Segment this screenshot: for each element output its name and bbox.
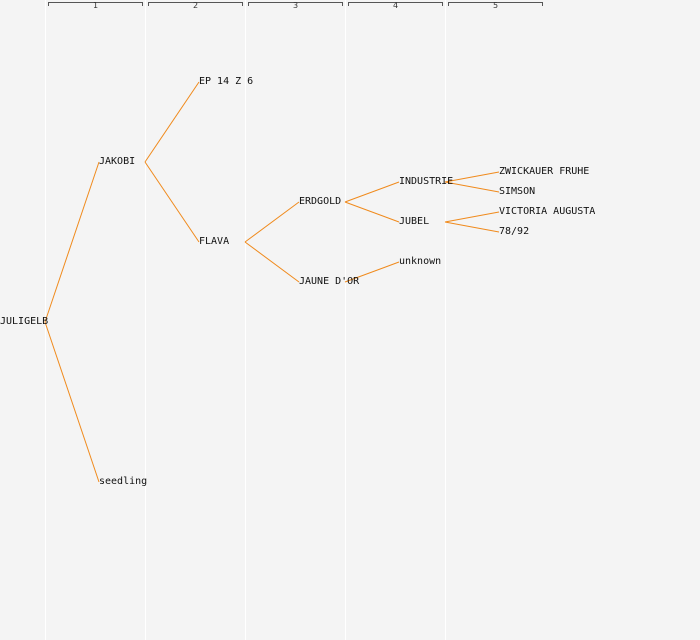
- generation-separator: [145, 0, 146, 640]
- generation-number: 4: [392, 1, 399, 10]
- generation-number: 5: [492, 1, 499, 10]
- generation-separator: [345, 0, 346, 640]
- node-simson[interactable]: SIMSON: [499, 186, 536, 197]
- generation-separator: [245, 0, 246, 640]
- node-erdgold[interactable]: ERDGOLD: [299, 196, 342, 207]
- node-unknown[interactable]: unknown: [399, 256, 442, 267]
- generation-number: 3: [292, 1, 299, 10]
- pedigree-edge: [344, 201, 400, 223]
- node-jakobi[interactable]: JAKOBI: [99, 156, 136, 167]
- generation-bracket: [148, 2, 243, 6]
- generation-bracket: [448, 2, 543, 6]
- pedigree-edge: [144, 81, 200, 163]
- node-zwickauer-fruhe[interactable]: ZWICKAUER FRUHE: [499, 166, 590, 177]
- node-jaune-d-or[interactable]: JAUNE D'OR: [299, 276, 360, 287]
- generation-separator: [445, 0, 446, 640]
- node-victoria-augusta[interactable]: VICTORIA AUGUSTA: [499, 206, 596, 217]
- generation-bracket: [248, 2, 343, 6]
- pedigree-edge: [444, 221, 500, 233]
- generation-number: 1: [92, 1, 99, 10]
- generation-bracket: [48, 2, 143, 6]
- pedigree-edge: [444, 211, 500, 223]
- pedigree-edge: [44, 161, 100, 323]
- pedigree-edge: [244, 241, 300, 283]
- pedigree-edge: [244, 201, 300, 243]
- node-flava[interactable]: FLAVA: [199, 236, 230, 247]
- node-jubel[interactable]: JUBEL: [399, 216, 430, 227]
- node-juligelb[interactable]: JULIGELB: [0, 316, 49, 327]
- generation-number: 2: [192, 1, 199, 10]
- node-78-92[interactable]: 78/92: [499, 226, 530, 237]
- pedigree-edge: [444, 171, 500, 183]
- pedigree-edge: [344, 261, 400, 283]
- pedigree-edge: [144, 161, 200, 243]
- pedigree-edge: [344, 181, 400, 203]
- pedigree-edge: [444, 181, 500, 193]
- pedigree-edge: [44, 321, 100, 483]
- node-ep-14-z-6[interactable]: EP 14 Z 6: [199, 76, 254, 87]
- generation-bracket: [348, 2, 443, 6]
- node-seedling[interactable]: seedling: [99, 476, 148, 487]
- node-industrie[interactable]: INDUSTRIE: [399, 176, 454, 187]
